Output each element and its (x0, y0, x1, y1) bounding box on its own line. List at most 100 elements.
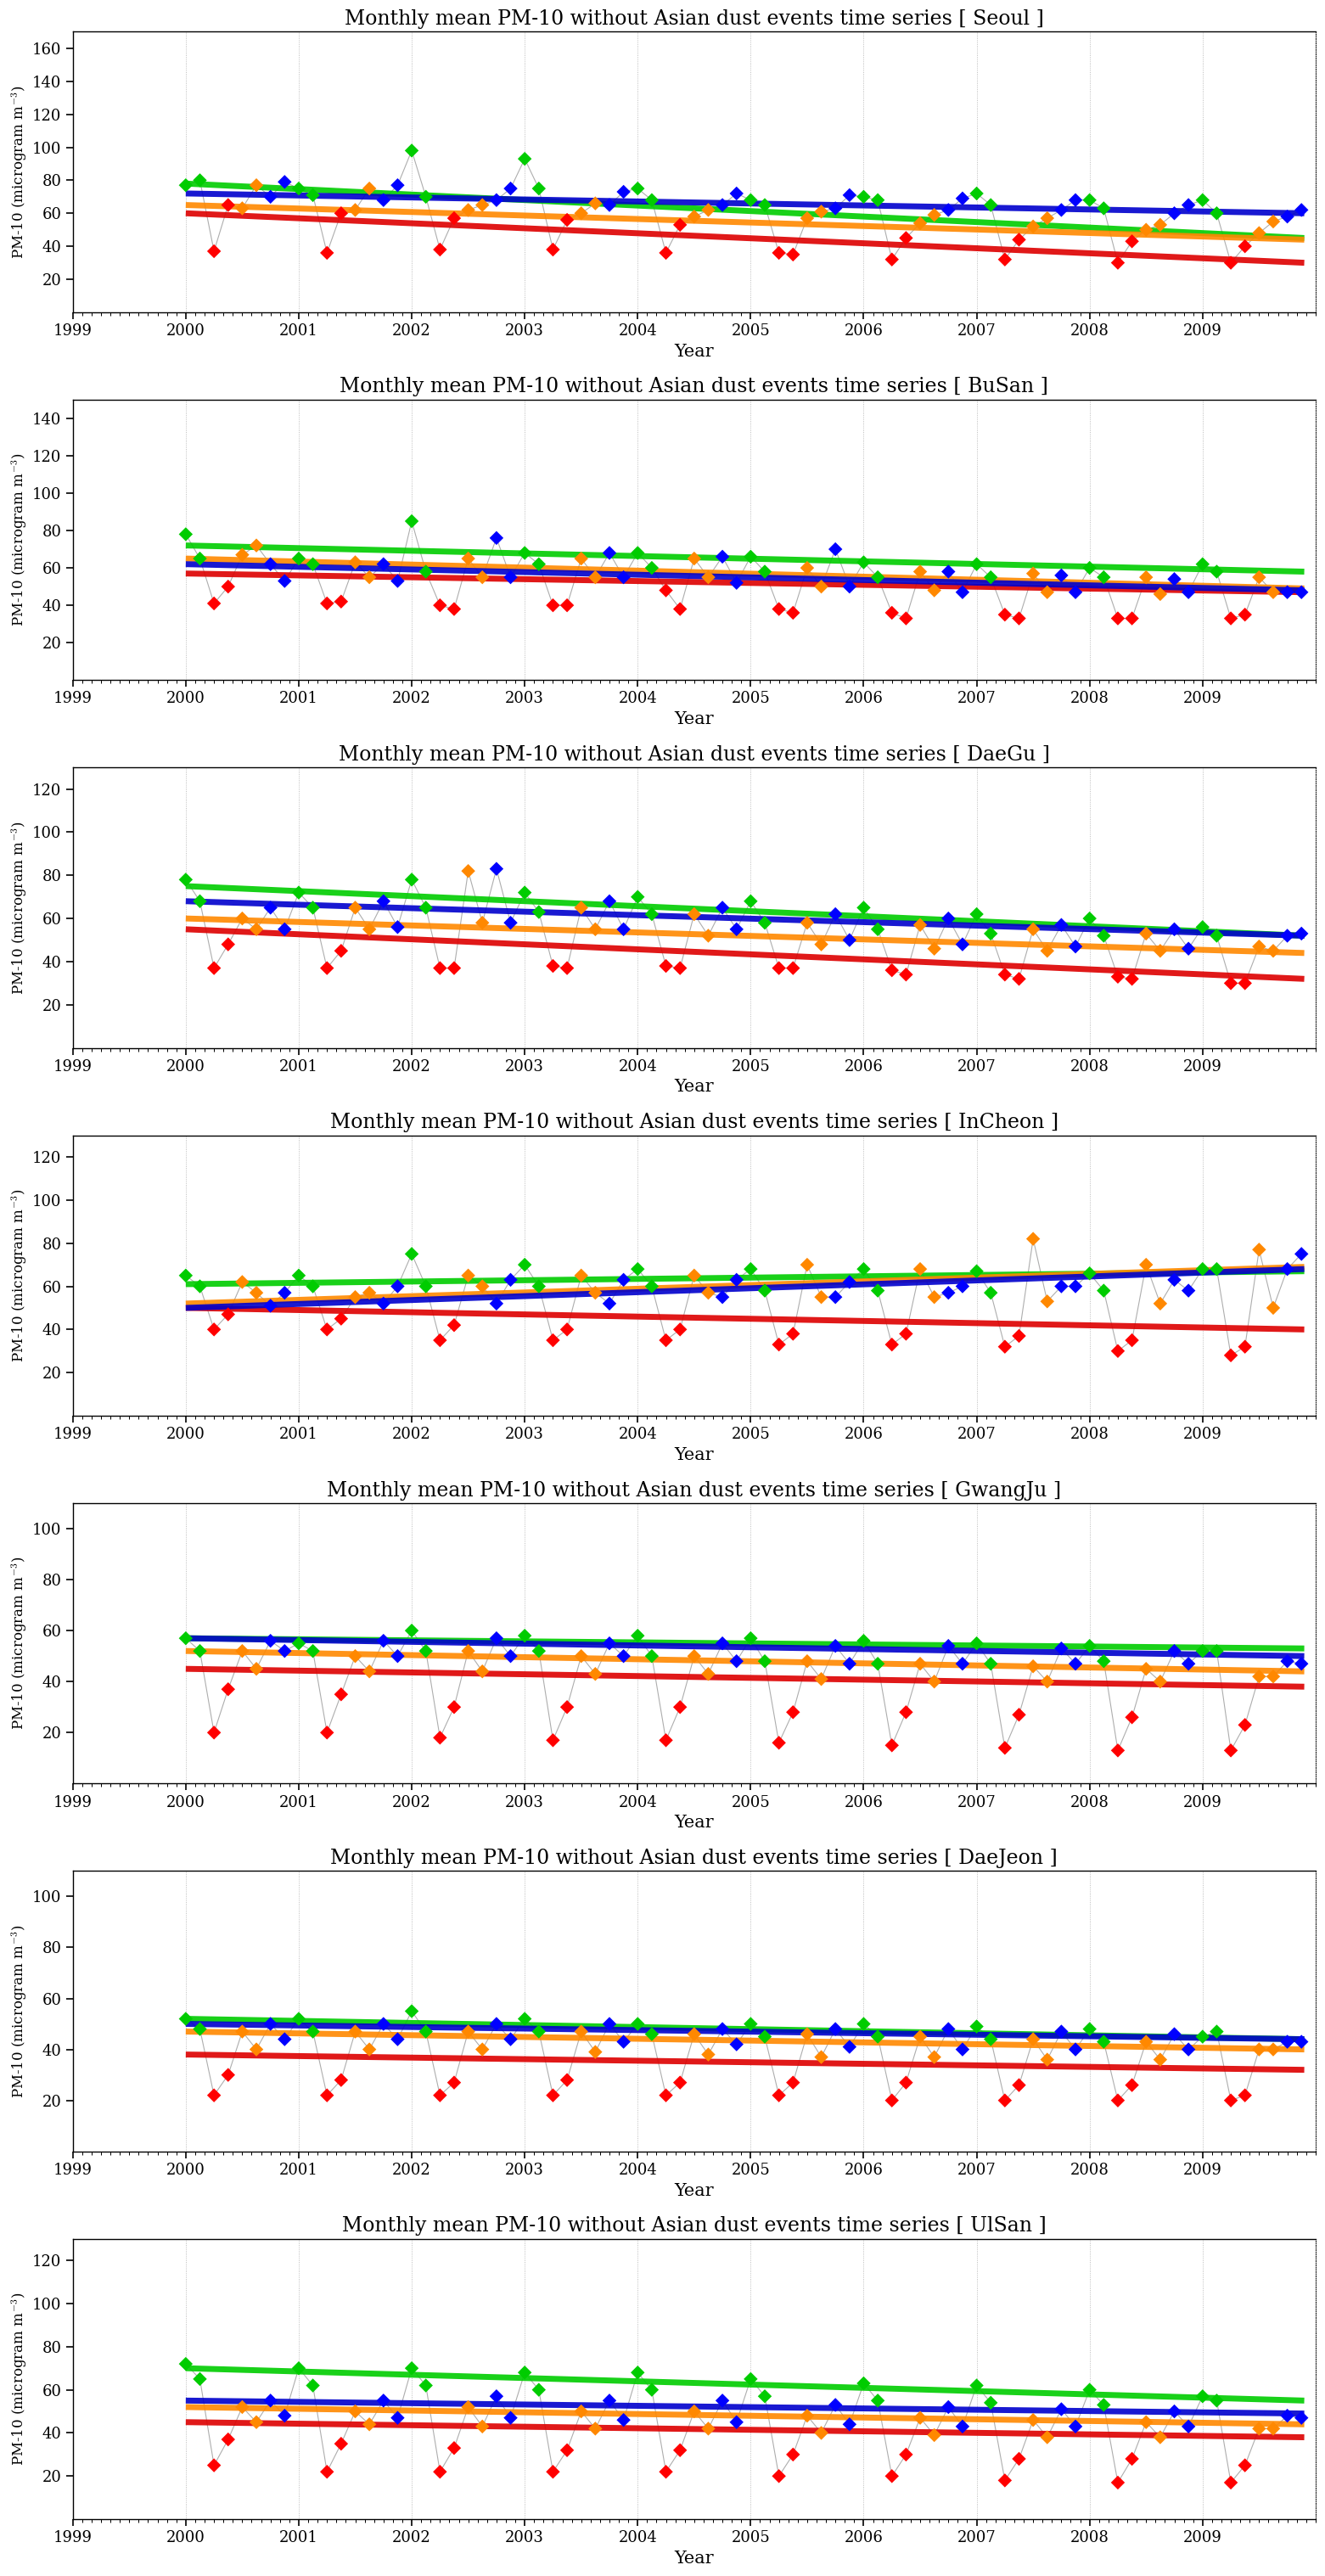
Point (599, 1283, 620, 1324)
Point (867, 909, 888, 951)
Point (824, 894, 845, 935)
Point (1178, 1270, 1199, 1311)
Point (726, 1260, 747, 1301)
Point (175, 1618, 196, 1659)
Point (542, 229, 563, 270)
Point (881, 2079, 902, 2120)
Point (754, 1270, 775, 1311)
Point (924, 2038, 945, 2079)
Point (1277, 196, 1298, 237)
Point (768, 232, 790, 273)
Point (627, 876, 648, 917)
Point (500, 556, 521, 598)
X-axis label: Year: Year (674, 711, 714, 726)
Point (317, 1713, 338, 1754)
Point (853, 2004, 874, 2045)
Point (994, 240, 1015, 281)
Point (571, 1636, 592, 1677)
Point (387, 907, 408, 948)
Point (330, 582, 351, 623)
Point (1079, 2009, 1100, 2050)
Point (1051, 904, 1072, 945)
Point (1008, 2063, 1030, 2105)
Point (288, 871, 309, 912)
Point (542, 2074, 563, 2115)
Point (429, 2452, 450, 2494)
Point (938, 2385, 959, 2427)
Point (344, 191, 366, 232)
Point (444, 1687, 465, 1728)
Point (415, 2365, 436, 2406)
Point (627, 167, 648, 209)
Point (1263, 201, 1284, 242)
Point (260, 175, 281, 216)
Point (796, 546, 818, 587)
Point (669, 948, 690, 989)
Point (372, 1620, 394, 1662)
Point (754, 2017, 775, 2058)
Point (641, 2014, 662, 2056)
Point (302, 1265, 323, 1306)
Point (1136, 912, 1157, 953)
Point (359, 1651, 380, 1692)
Point (401, 129, 423, 170)
Point (1178, 572, 1199, 613)
Title: Monthly mean PM-10 without Asian dust events time series [ UlSan ]: Monthly mean PM-10 without Asian dust ev… (342, 2215, 1047, 2236)
Point (584, 2032, 606, 2074)
Point (1163, 909, 1185, 951)
Point (444, 587, 465, 629)
Point (245, 526, 266, 567)
Point (1008, 219, 1030, 260)
Point (175, 858, 196, 899)
Point (811, 191, 832, 232)
Point (556, 2429, 578, 2470)
Point (867, 2017, 888, 2058)
Point (387, 165, 408, 206)
Point (1206, 2012, 1227, 2053)
Point (1108, 956, 1129, 997)
Point (217, 2419, 238, 2460)
Point (1291, 572, 1312, 613)
Point (1136, 209, 1157, 250)
Point (741, 1249, 762, 1291)
Title: Monthly mean PM-10 without Asian dust events time series [ DaeGu ]: Monthly mean PM-10 without Asian dust ev… (338, 744, 1049, 765)
Point (344, 541, 366, 582)
Point (698, 1273, 719, 1314)
Point (415, 1631, 436, 1672)
Point (924, 1278, 945, 1319)
Point (1277, 572, 1298, 613)
Point (1065, 180, 1086, 222)
Point (1263, 1288, 1284, 1329)
Point (783, 948, 804, 989)
Point (556, 1687, 578, 1728)
Point (1277, 1641, 1298, 1682)
Point (500, 1260, 521, 1301)
Point (641, 1636, 662, 1677)
Point (951, 572, 973, 613)
Point (359, 1273, 380, 1314)
Point (613, 2398, 635, 2439)
Point (1192, 907, 1214, 948)
Point (232, 1262, 253, 1303)
Point (741, 180, 762, 222)
Point (1023, 909, 1044, 951)
Point (1008, 598, 1030, 639)
Point (1065, 572, 1086, 613)
Point (966, 173, 987, 214)
Point (330, 193, 351, 234)
Point (1163, 1631, 1185, 1672)
Point (1108, 2463, 1129, 2504)
Point (1192, 2017, 1214, 2058)
Point (881, 240, 902, 281)
Point (684, 196, 705, 237)
Point (571, 1255, 592, 1296)
Point (232, 188, 253, 229)
Point (1121, 2439, 1142, 2481)
Point (613, 1636, 635, 1677)
Point (980, 912, 1002, 953)
Point (1136, 556, 1157, 598)
Point (1079, 1252, 1100, 1293)
Point (796, 1244, 818, 1285)
Point (896, 1692, 917, 1734)
Point (951, 925, 973, 966)
